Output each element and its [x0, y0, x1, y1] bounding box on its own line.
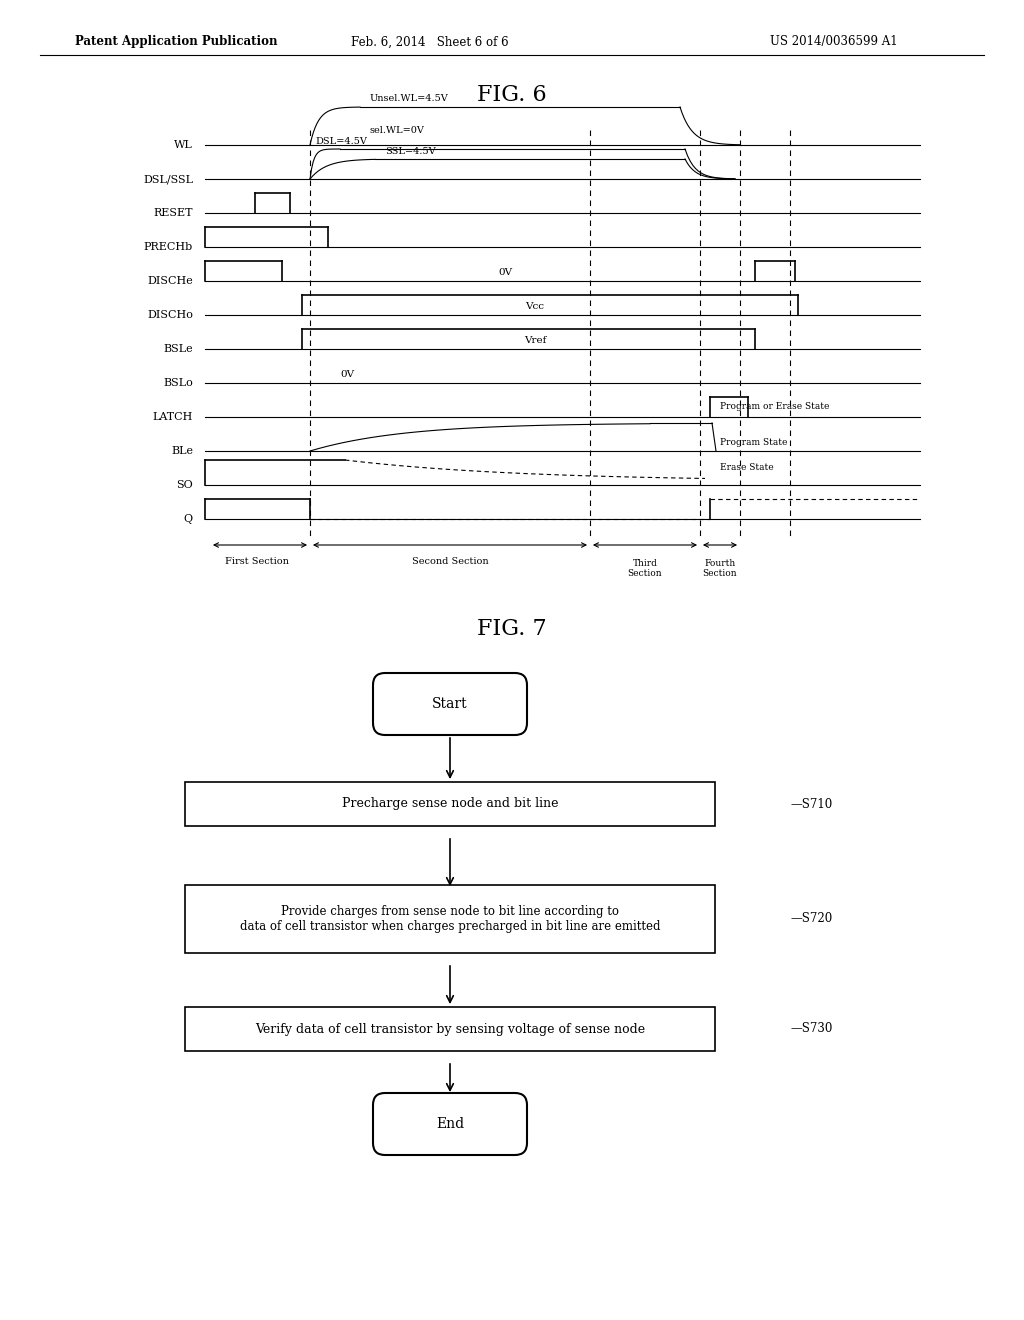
Text: US 2014/0036599 A1: US 2014/0036599 A1: [770, 36, 898, 49]
Text: Q: Q: [184, 513, 193, 524]
Text: Unsel.WL=4.5V: Unsel.WL=4.5V: [370, 94, 449, 103]
Text: DSL/SSL: DSL/SSL: [143, 174, 193, 183]
Text: DSL=4.5V: DSL=4.5V: [315, 137, 367, 147]
Bar: [185, 1007, 715, 1051]
Text: 0V: 0V: [498, 268, 512, 277]
FancyBboxPatch shape: [373, 673, 527, 735]
Text: Start: Start: [432, 697, 468, 711]
Text: SSL=4.5V: SSL=4.5V: [385, 147, 435, 156]
Text: FIG. 7: FIG. 7: [477, 618, 547, 640]
FancyBboxPatch shape: [373, 1093, 527, 1155]
Text: Feb. 6, 2014   Sheet 6 of 6: Feb. 6, 2014 Sheet 6 of 6: [351, 36, 509, 49]
Text: Vcc: Vcc: [525, 302, 545, 312]
Text: Patent Application Publication: Patent Application Publication: [75, 36, 278, 49]
Text: BSLe: BSLe: [164, 345, 193, 354]
Text: —S710: —S710: [790, 797, 833, 810]
Text: First Section: First Section: [225, 557, 289, 566]
Text: PRECHb: PRECHb: [143, 242, 193, 252]
Text: Erase State: Erase State: [720, 463, 773, 473]
Text: End: End: [436, 1117, 464, 1131]
Text: —S720: —S720: [790, 912, 833, 925]
Text: Third
Section: Third Section: [628, 558, 663, 578]
Text: Precharge sense node and bit line: Precharge sense node and bit line: [342, 797, 558, 810]
Text: Provide charges from sense node to bit line according to
data of cell transistor: Provide charges from sense node to bit l…: [240, 906, 660, 933]
Text: BLe: BLe: [171, 446, 193, 455]
Text: RESET: RESET: [154, 209, 193, 218]
Text: Verify data of cell transistor by sensing voltage of sense node: Verify data of cell transistor by sensin…: [255, 1023, 645, 1035]
Text: 0V: 0V: [340, 370, 354, 379]
Text: BSLo: BSLo: [163, 378, 193, 388]
Text: Program State: Program State: [720, 438, 787, 447]
Text: FIG. 6: FIG. 6: [477, 84, 547, 106]
Text: DISCHe: DISCHe: [147, 276, 193, 286]
Text: sel.WL=0V: sel.WL=0V: [370, 125, 425, 135]
Text: WL: WL: [174, 140, 193, 150]
Text: Second Section: Second Section: [412, 557, 488, 566]
Bar: [185, 884, 715, 953]
Text: Program or Erase State: Program or Erase State: [720, 403, 829, 411]
Text: —S730: —S730: [790, 1023, 833, 1035]
Text: Fourth
Section: Fourth Section: [702, 558, 737, 578]
Text: SO: SO: [176, 480, 193, 490]
Text: DISCHo: DISCHo: [147, 310, 193, 319]
Text: Vref: Vref: [524, 337, 546, 345]
Bar: [185, 781, 715, 826]
Text: LATCH: LATCH: [153, 412, 193, 422]
